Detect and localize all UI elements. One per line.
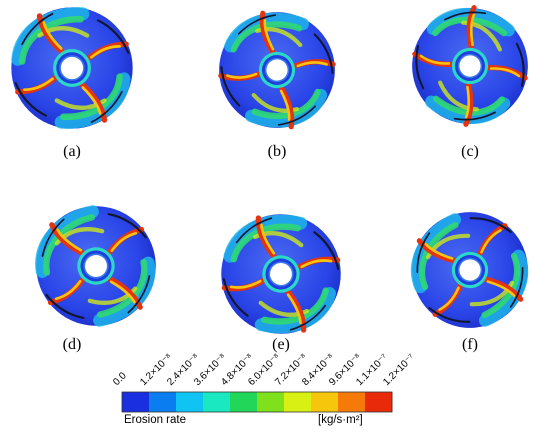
colorbar-cell xyxy=(230,392,258,412)
colorbar-unit: [kg/s·m²] xyxy=(318,414,363,426)
colorbar-cell xyxy=(338,392,366,412)
colorbar xyxy=(122,392,393,412)
panel-label: (d) xyxy=(62,336,82,353)
panel-label: (e) xyxy=(272,336,290,353)
colorbar-cell xyxy=(257,392,285,412)
colorbar-title: Erosion rate xyxy=(124,414,187,426)
panel-label: (a) xyxy=(63,143,81,160)
colorbar-cell xyxy=(284,392,312,412)
panel-label: (c) xyxy=(461,143,479,160)
colorbar-cell xyxy=(122,392,150,412)
colorbar-cell xyxy=(203,392,231,412)
colorbar-frame xyxy=(121,391,393,413)
panel-label: (b) xyxy=(267,143,287,160)
panel-label: (f) xyxy=(462,336,478,353)
colorbar-tick-label: 0.0 xyxy=(111,370,129,388)
colorbar-cell xyxy=(365,392,393,412)
colorbar-cell xyxy=(176,392,204,412)
colorbar-cell xyxy=(311,392,339,412)
colorbar-cell xyxy=(149,392,177,412)
